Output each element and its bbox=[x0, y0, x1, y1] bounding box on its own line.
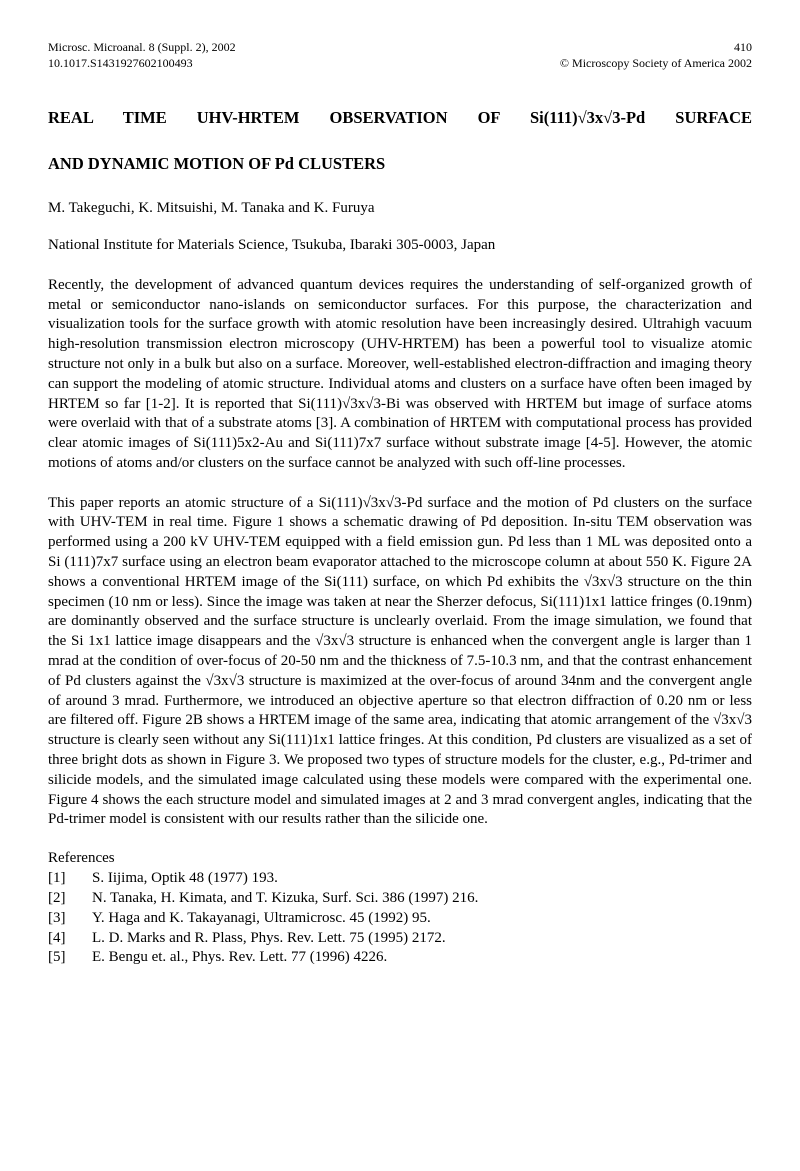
references-list: [1] S. Iijima, Optik 48 (1977) 193. [2] … bbox=[48, 869, 752, 968]
reference-text: N. Tanaka, H. Kimata, and T. Kizuka, Sur… bbox=[92, 889, 478, 909]
reference-item: [5] E. Bengu et. al., Phys. Rev. Lett. 7… bbox=[48, 948, 752, 968]
affiliation: National Institute for Materials Science… bbox=[48, 237, 752, 254]
reference-number: [1] bbox=[48, 869, 92, 889]
reference-text: S. Iijima, Optik 48 (1977) 193. bbox=[92, 869, 278, 889]
header-right: 410 © Microscopy Society of America 2002 bbox=[560, 40, 752, 71]
page-header: Microsc. Microanal. 8 (Suppl. 2), 2002 1… bbox=[48, 40, 752, 71]
reference-number: [2] bbox=[48, 889, 92, 909]
article-title: REAL TIME UHV-HRTEM OBSERVATION OF Si(11… bbox=[48, 107, 752, 176]
title-line-1: REAL TIME UHV-HRTEM OBSERVATION OF Si(11… bbox=[48, 107, 752, 129]
paragraph-1: Recently, the development of advanced qu… bbox=[48, 276, 752, 474]
reference-text: E. Bengu et. al., Phys. Rev. Lett. 77 (1… bbox=[92, 948, 387, 968]
page-number: 410 bbox=[560, 40, 752, 56]
reference-item: [4] L. D. Marks and R. Plass, Phys. Rev.… bbox=[48, 929, 752, 949]
journal-line: Microsc. Microanal. 8 (Suppl. 2), 2002 bbox=[48, 40, 236, 56]
paragraph-2: This paper reports an atomic structure o… bbox=[48, 494, 752, 831]
reference-number: [3] bbox=[48, 909, 92, 929]
copyright-line: © Microscopy Society of America 2002 bbox=[560, 56, 752, 72]
header-left: Microsc. Microanal. 8 (Suppl. 2), 2002 1… bbox=[48, 40, 236, 71]
reference-text: L. D. Marks and R. Plass, Phys. Rev. Let… bbox=[92, 929, 446, 949]
references-heading: References bbox=[48, 850, 752, 867]
reference-item: [3] Y. Haga and K. Takayanagi, Ultramicr… bbox=[48, 909, 752, 929]
authors: M. Takeguchi, K. Mitsuishi, M. Tanaka an… bbox=[48, 200, 752, 217]
doi-line: 10.1017.S1431927602100493 bbox=[48, 56, 236, 72]
reference-item: [1] S. Iijima, Optik 48 (1977) 193. bbox=[48, 869, 752, 889]
reference-item: [2] N. Tanaka, H. Kimata, and T. Kizuka,… bbox=[48, 889, 752, 909]
reference-text: Y. Haga and K. Takayanagi, Ultramicrosc.… bbox=[92, 909, 431, 929]
reference-number: [5] bbox=[48, 948, 92, 968]
reference-number: [4] bbox=[48, 929, 92, 949]
title-line-2: AND DYNAMIC MOTION OF Pd CLUSTERS bbox=[48, 153, 752, 175]
